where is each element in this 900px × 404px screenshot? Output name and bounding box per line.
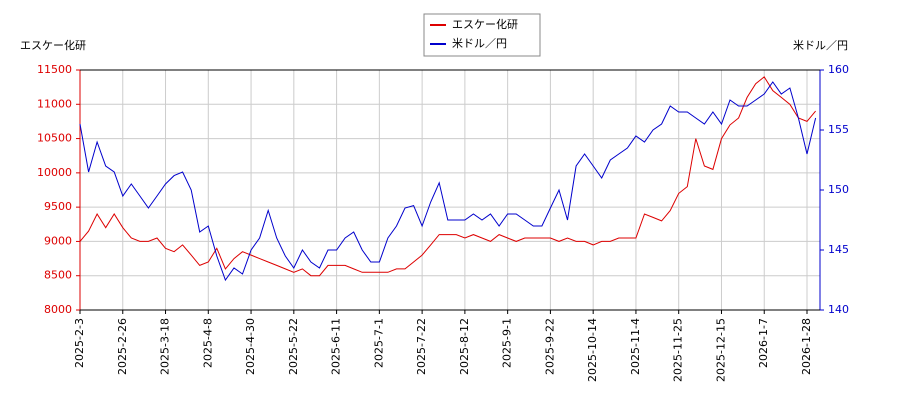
legend-box <box>423 13 541 57</box>
x-tick-label: 2025-11-25 <box>672 318 685 382</box>
x-tick-label: 2025-2-3 <box>73 318 86 368</box>
x-tick-label: 2025-2-26 <box>116 318 129 375</box>
x-tick-label: 2025-7-22 <box>415 318 428 375</box>
y-tick-label: 11000 <box>37 97 72 110</box>
y-tick-label: 10500 <box>37 132 72 145</box>
x-tick-label: 2025-4-30 <box>244 318 257 375</box>
x-tick-label: 2025-7-1 <box>372 318 385 368</box>
series-line <box>79 81 817 282</box>
y2-tick-label: 160 <box>828 63 849 76</box>
x-tick-label: 2025-9-1 <box>501 318 514 368</box>
x-tick-label: 2026-1-7 <box>757 318 770 368</box>
y-axis-label: エスケー化研 <box>20 38 86 52</box>
y-tick-label: 8000 <box>44 303 72 316</box>
x-tick-label: 2026-1-28 <box>800 318 813 375</box>
y2-axis-label: 米ドル／円 <box>793 39 848 52</box>
y-tick-label: 10000 <box>37 166 72 179</box>
x-tick-label: 2025-11-4 <box>629 318 642 375</box>
x-tick-label: 2025-10-14 <box>586 318 599 382</box>
y2-tick-label: 145 <box>828 243 849 256</box>
x-tick-label: 2025-9-22 <box>543 318 556 375</box>
legend-label: 米ドル／円 <box>452 37 507 50</box>
legend-label: エスケー化研 <box>452 17 518 31</box>
y-tick-label: 8500 <box>44 269 72 282</box>
y2-tick-label: 155 <box>828 123 849 136</box>
y-tick-label: 9500 <box>44 200 72 213</box>
x-tick-label: 2025-4-8 <box>201 318 214 368</box>
y-tick-label: 9000 <box>44 234 72 247</box>
series-line <box>79 76 816 277</box>
x-tick-label: 2025-6-11 <box>330 318 343 375</box>
y2-tick-label: 150 <box>828 183 849 196</box>
x-tick-label: 2025-3-18 <box>159 318 172 375</box>
y-tick-label: 11500 <box>37 63 72 76</box>
x-tick-label: 2025-12-15 <box>714 318 727 382</box>
x-tick-label: 2025-8-12 <box>458 318 471 375</box>
x-tick-label: 2025-5-22 <box>287 318 300 375</box>
y2-tick-label: 140 <box>828 303 849 316</box>
